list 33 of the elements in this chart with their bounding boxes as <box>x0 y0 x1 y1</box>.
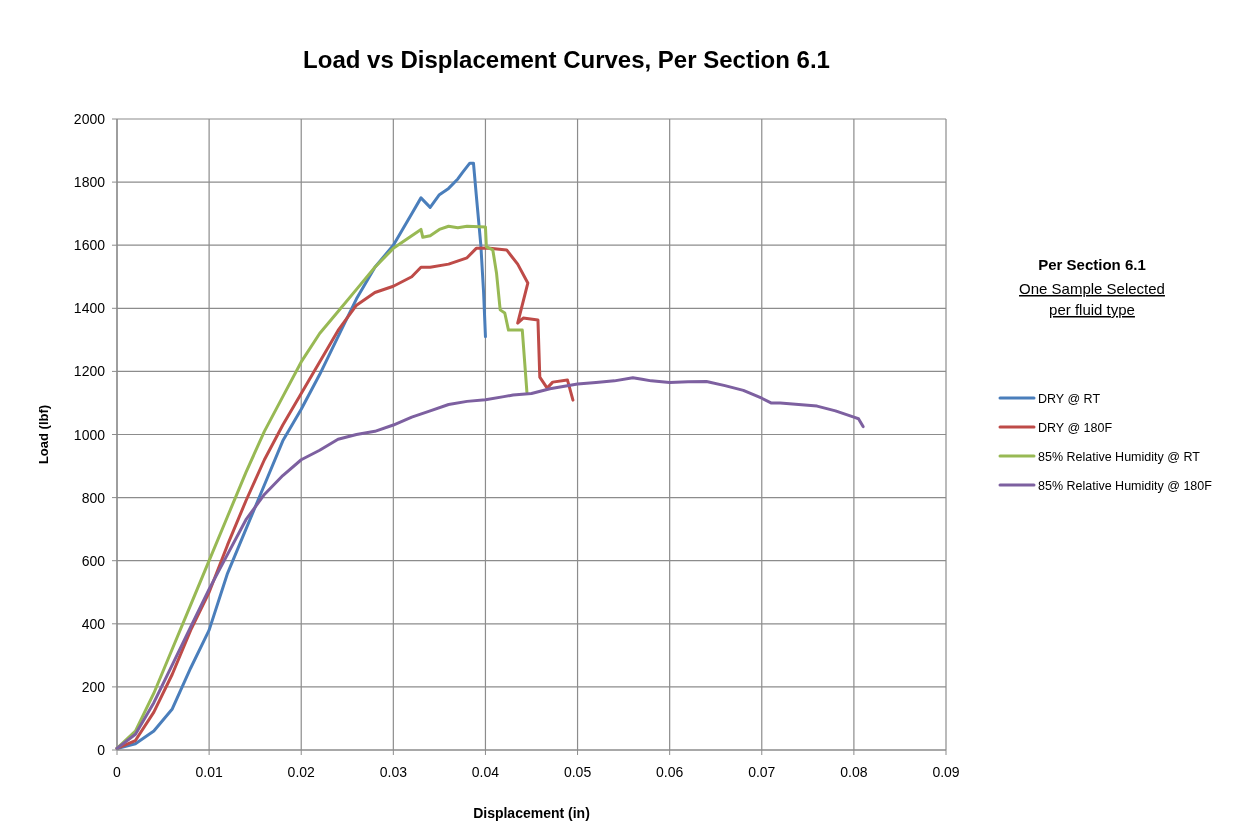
legend-title: Per Section 6.1 <box>1038 256 1146 273</box>
y-tick-label: 400 <box>81 615 106 632</box>
legend-label: DRY @ RT <box>1038 392 1101 406</box>
x-axis-title: Displacement (in) <box>473 805 590 821</box>
chart-title: Load vs Displacement Curves, Per Section 6.1 <box>303 46 830 73</box>
y-tick-label: 1200 <box>73 363 106 380</box>
y-tick-label: 600 <box>81 552 106 569</box>
y-tick-label: 1000 <box>73 426 106 443</box>
legend-label: DRY @ 180F <box>1038 421 1113 435</box>
x-tick-label: 0.05 <box>563 764 592 780</box>
line-series <box>115 161 487 750</box>
y-tick-label: 1800 <box>73 174 106 191</box>
legend-label: 85% Relative Humidity @ RT <box>1038 450 1201 464</box>
x-tick-label: 0.07 <box>748 764 776 780</box>
y-tick-label: 0 <box>97 742 106 758</box>
x-tick-label: 0.09 <box>932 764 960 780</box>
x-tick-label: 0.03 <box>379 764 408 780</box>
y-tick-label: 1400 <box>73 300 106 317</box>
y-tick-label: 2000 <box>73 111 106 127</box>
line-series <box>115 376 865 750</box>
legend-label: 85% Relative Humidity @ 180F <box>1038 479 1213 493</box>
x-tick-label: 0.02 <box>287 764 316 780</box>
y-tick-label: 200 <box>81 678 106 695</box>
text: One Sample Selected <box>1019 280 1165 297</box>
x-tick-label: 0 <box>113 764 122 780</box>
x-tick-label: 0.01 <box>195 764 223 780</box>
x-tick-label: 0.08 <box>840 764 868 780</box>
y-axis-title: Load (lbf) <box>36 404 51 465</box>
text: per fluid type <box>1049 301 1135 318</box>
x-tick-label: 0.04 <box>471 764 500 780</box>
y-tick-label: 1600 <box>73 237 106 254</box>
x-tick-label: 0.06 <box>656 764 684 780</box>
y-tick-label: 800 <box>81 489 106 506</box>
